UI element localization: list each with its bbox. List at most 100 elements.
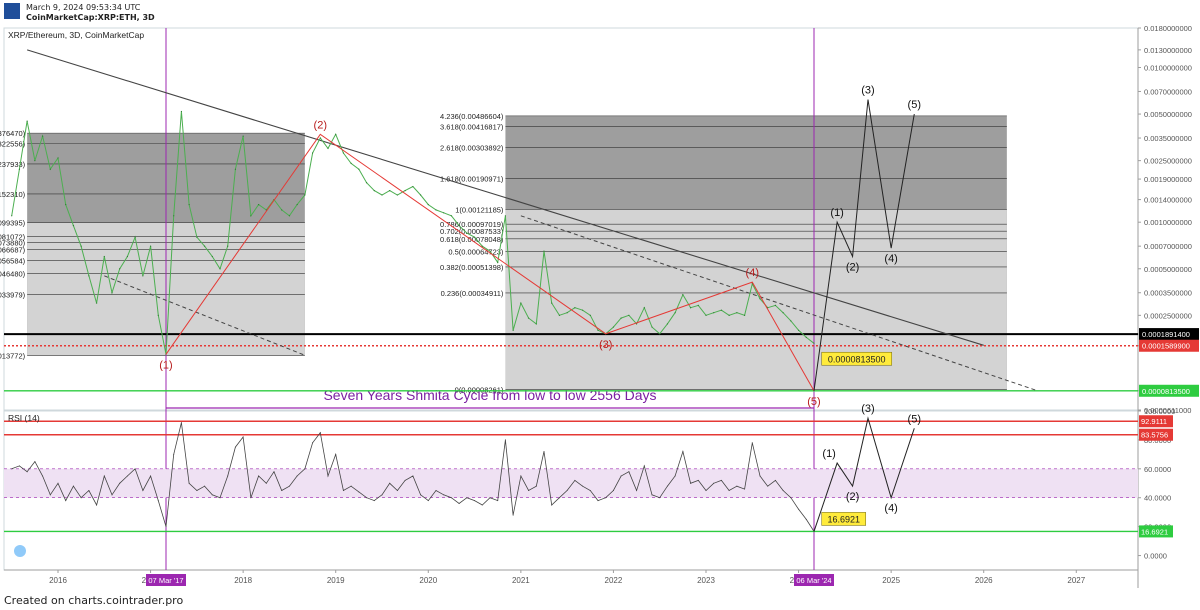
- time-axis-tick-label: 2026: [975, 576, 993, 585]
- price-point: [659, 333, 661, 335]
- rsi-point: [458, 503, 460, 505]
- rsi-point: [103, 475, 105, 477]
- fib-right-level-label: 3.618(0.00416817): [440, 122, 504, 131]
- rsi-point: [366, 497, 368, 499]
- rsi-point: [543, 450, 545, 452]
- time-axis-highlight-label: 06 Mar '24: [796, 576, 831, 585]
- rsi-point: [589, 490, 591, 491]
- projection-wave-label: (4): [884, 253, 897, 265]
- rsi-point: [420, 494, 422, 496]
- price-point: [304, 194, 306, 196]
- rsi-point: [705, 490, 707, 491]
- price-point: [635, 323, 638, 325]
- projection-wave-label: (2): [846, 262, 859, 274]
- price-point: [41, 135, 44, 137]
- rsi-point: [319, 432, 321, 434]
- fib-right-level-label: 1(0.00121185): [455, 205, 504, 214]
- rsi-point: [736, 485, 738, 487]
- rsi-point: [219, 497, 221, 499]
- price-point: [535, 323, 537, 325]
- price-point: [620, 317, 622, 319]
- rsi-point: [11, 468, 13, 470]
- rsi-point: [134, 468, 136, 470]
- projection-wave-label: (5): [908, 99, 921, 111]
- price-point: [335, 133, 337, 135]
- price-point: [126, 255, 129, 258]
- time-axis-tick-label: 2022: [605, 576, 623, 585]
- rsi-point: [427, 500, 429, 502]
- rsi-point: [126, 475, 128, 477]
- price-point: [697, 304, 699, 306]
- projection-wave-label: (1): [830, 207, 843, 219]
- rsi-point: [535, 485, 537, 487]
- rsi-point: [373, 500, 375, 502]
- rsi-point: [636, 490, 638, 491]
- fib-left-level-label: 0.618(0.00066687): [0, 245, 26, 254]
- price-point: [296, 203, 298, 206]
- visibility-eye-icon: [14, 545, 26, 557]
- rsi-point: [728, 490, 730, 491]
- rsi-point: [142, 490, 144, 491]
- rsi-point: [26, 471, 28, 473]
- time-axis-highlight-1: [146, 574, 186, 586]
- rsi-point: [466, 497, 468, 499]
- rsi-point: [242, 436, 244, 438]
- price-point: [196, 236, 198, 238]
- rsi-point: [474, 500, 476, 502]
- elliott-wave-red-label: (2): [314, 119, 327, 131]
- rsi-point: [281, 490, 283, 491]
- price-point: [18, 168, 21, 170]
- price-point: [49, 168, 51, 170]
- rsi-axis-tick-label: 40.0000: [1144, 494, 1171, 503]
- rsi-projection-label: (3): [861, 403, 874, 415]
- price-point: [358, 168, 360, 170]
- price-point: [389, 190, 391, 192]
- fib-left-level-label: 1(0.00099395): [0, 219, 26, 228]
- fib-right-level-label: 4.236(0.00486604): [440, 112, 504, 121]
- price-point: [242, 135, 244, 137]
- rsi-point: [651, 494, 653, 496]
- price-point: [581, 309, 584, 311]
- rsi-point: [682, 450, 684, 452]
- price-point: [813, 342, 815, 344]
- fib-right-level-label: 0.702(0.00087533): [440, 227, 504, 236]
- fib-right-level-label: 0.382(0.00051398): [440, 263, 504, 272]
- price-axis-badge-1: [1139, 328, 1199, 341]
- fib-left-level-label: 2.618(0.00237933): [0, 160, 26, 169]
- fib-right-level-label: 0.5(0.00064723): [448, 247, 504, 256]
- price-callout-text: 0.0000813500: [828, 354, 886, 364]
- price-axis-tick-label: 0.0005000000: [1144, 265, 1192, 274]
- price-point: [597, 329, 599, 331]
- rsi-point: [690, 482, 692, 484]
- cycle-annotation: Seven Years Shmita Cycle from low to low…: [323, 387, 656, 403]
- price-axis-tick-label: 0.0100000000: [1144, 63, 1192, 72]
- header-timestamp: March 9, 2024 09:53:34 UTC: [26, 3, 141, 12]
- rsi-point: [504, 439, 506, 441]
- price-point: [782, 312, 784, 314]
- price-point: [713, 312, 715, 314]
- elliott-wave-red-label: (3): [599, 339, 612, 351]
- rsi-point: [751, 442, 753, 444]
- price-point: [643, 307, 645, 309]
- rsi-point: [805, 518, 807, 520]
- rsi-point: [335, 453, 337, 455]
- price-axis-tick-label: 0.0050000000: [1144, 110, 1192, 119]
- price-point: [435, 209, 437, 211]
- price-point: [257, 203, 260, 206]
- rsi-point: [34, 461, 36, 463]
- price-point: [142, 275, 144, 277]
- rsi-point: [551, 504, 553, 506]
- rsi-axis-tick-label: 0.0000: [1144, 552, 1167, 561]
- price-point: [250, 215, 252, 217]
- elliott-wave-red-label: (5): [807, 396, 820, 408]
- rsi-point: [404, 479, 406, 481]
- fib-right-level-label: 0.236(0.00034911): [441, 289, 504, 298]
- price-point: [736, 312, 738, 314]
- dashed-trendline-1: [104, 275, 306, 356]
- rsi-point: [443, 494, 445, 496]
- rsi-point: [157, 500, 159, 502]
- rsi-point: [350, 485, 352, 487]
- time-axis-highlight-2: [794, 574, 834, 586]
